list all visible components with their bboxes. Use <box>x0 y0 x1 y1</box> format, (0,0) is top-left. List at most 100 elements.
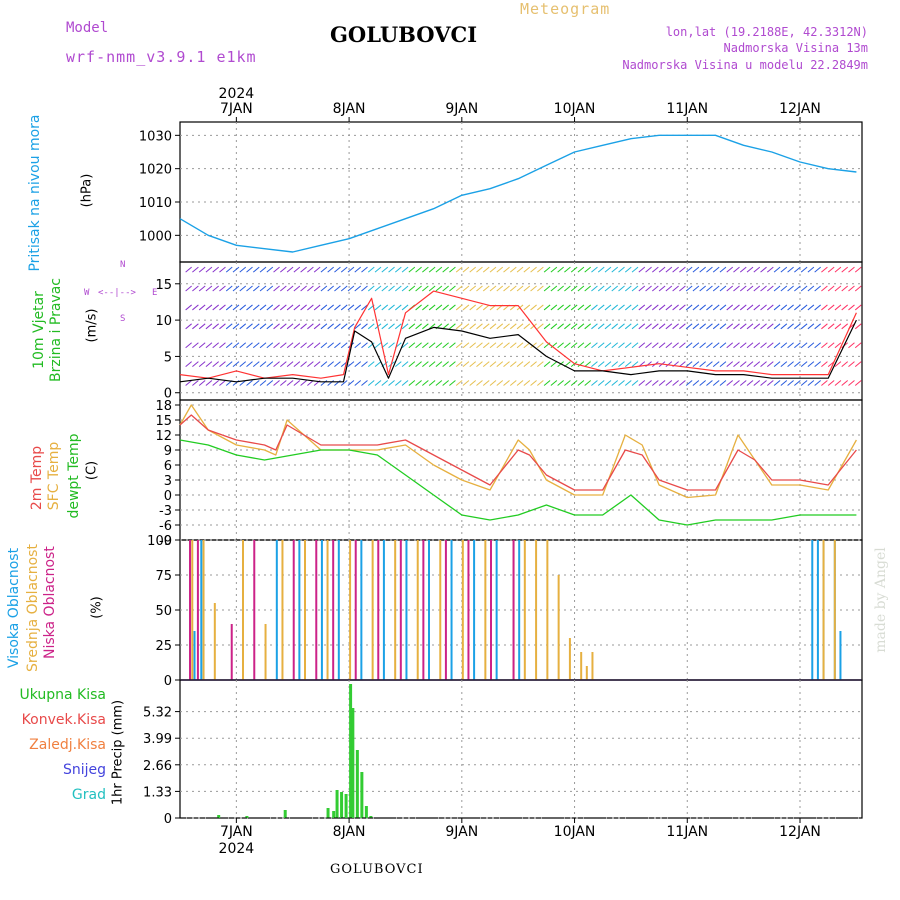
wind-barb <box>198 342 206 349</box>
wind-barb <box>367 285 375 292</box>
wind-barb <box>455 380 463 386</box>
wind-barb <box>679 285 686 292</box>
precip-bar <box>335 790 339 818</box>
wind-barb <box>394 361 402 367</box>
wind-barb <box>726 342 734 349</box>
wind-barb <box>766 266 774 273</box>
wind-barb <box>821 323 828 330</box>
wind-barb <box>422 285 429 292</box>
low-cloud-bar <box>315 540 318 680</box>
wind-barb <box>374 361 382 367</box>
wind-barb <box>712 342 720 349</box>
wind-barb <box>334 285 341 292</box>
wind-barb <box>672 266 679 273</box>
wind-barb <box>564 380 571 386</box>
pressure-ytick-label: 1000 <box>139 229 172 244</box>
wind-barb <box>185 342 192 349</box>
wind-barb <box>388 285 395 292</box>
cloud-ytick-label: 75 <box>155 569 172 584</box>
wind-barb <box>320 361 328 367</box>
wind-barb <box>800 304 808 311</box>
wind-barb <box>408 361 416 367</box>
wind-barb <box>645 266 652 273</box>
wind-barb <box>719 342 727 349</box>
wind-barb <box>300 342 307 349</box>
wind-barb <box>834 361 842 367</box>
wind-barb <box>760 361 767 367</box>
wind-barb <box>827 266 835 273</box>
precip-bar <box>351 708 355 818</box>
wind-barb <box>537 361 544 367</box>
wind-barb <box>239 361 247 367</box>
wind-barb <box>401 380 409 386</box>
temp-ytick-label: -9 <box>159 534 172 549</box>
wind-barb <box>679 304 686 311</box>
wind-barb <box>374 285 382 292</box>
wind-barb <box>543 323 551 330</box>
wind-barb <box>658 304 666 311</box>
wind-barb <box>273 266 280 273</box>
wind-barb <box>293 342 301 349</box>
wind-barb <box>624 266 632 273</box>
wind-barb <box>733 266 740 273</box>
wind-barb <box>381 323 389 330</box>
wind-barb <box>367 342 375 349</box>
wind-barb <box>814 361 821 367</box>
wind-barb <box>280 266 287 273</box>
wind-barb <box>435 266 443 273</box>
wind-barb <box>340 304 348 311</box>
wind-barb <box>435 380 443 386</box>
temp-2m-line <box>179 414 857 491</box>
wind-barb <box>570 342 578 349</box>
wind-barb <box>753 266 761 273</box>
wind-barb <box>557 304 564 311</box>
wind-barb <box>814 285 821 292</box>
wind-barb <box>482 342 490 349</box>
wind-barb <box>280 380 287 386</box>
wind-barb <box>773 361 781 367</box>
cloud-ytick-label: 100 <box>147 534 172 549</box>
wind-barb <box>624 304 632 311</box>
wind-barb <box>469 380 477 386</box>
temp-ytick-label: -6 <box>159 519 172 534</box>
wind-barb <box>652 323 659 330</box>
bottom-day-label: 9JAN <box>445 824 478 840</box>
mid-cloud-bar <box>484 540 487 680</box>
wind-barb <box>293 380 301 386</box>
bottom-day-label: 10JAN <box>554 824 596 840</box>
wind-barb <box>320 304 328 311</box>
wind-barb <box>624 361 632 367</box>
precip-ytick-label: 2.66 <box>143 759 172 774</box>
wind-barb <box>340 285 348 292</box>
wind-barb <box>685 361 693 367</box>
wind-barb <box>266 266 274 273</box>
low-cloud-bar <box>230 624 233 680</box>
wind-barb <box>428 266 436 273</box>
wind-barb <box>821 285 828 292</box>
wind-barb <box>354 342 362 349</box>
wind-barb <box>496 380 504 386</box>
wind-ytick-label: 0 <box>164 387 172 402</box>
wind-barb <box>564 285 571 292</box>
model-elevation-label: Nadmorska Visina u modelu 22.2849m <box>622 58 868 72</box>
wind-barb <box>760 342 767 349</box>
wind-barb <box>706 380 713 386</box>
wind-barb <box>699 304 706 311</box>
wind-barb <box>462 323 470 330</box>
wind-barb <box>746 380 754 386</box>
wind-barb <box>712 323 720 330</box>
wind-barb <box>401 304 409 311</box>
wind-barb <box>577 323 585 330</box>
wind-barb <box>760 380 767 386</box>
wind-barb <box>604 304 612 311</box>
wind-barb <box>307 323 314 330</box>
wind-barb <box>307 266 314 273</box>
wind-barb <box>185 285 192 292</box>
temp-ytick-label: 6 <box>164 459 172 474</box>
wind-barb <box>591 380 598 386</box>
high-cloud-bar <box>405 540 408 680</box>
top-year-label: 2024 <box>219 86 255 102</box>
wind-barb <box>699 361 706 367</box>
wind-barb <box>415 342 422 349</box>
wind-barb <box>259 285 267 292</box>
